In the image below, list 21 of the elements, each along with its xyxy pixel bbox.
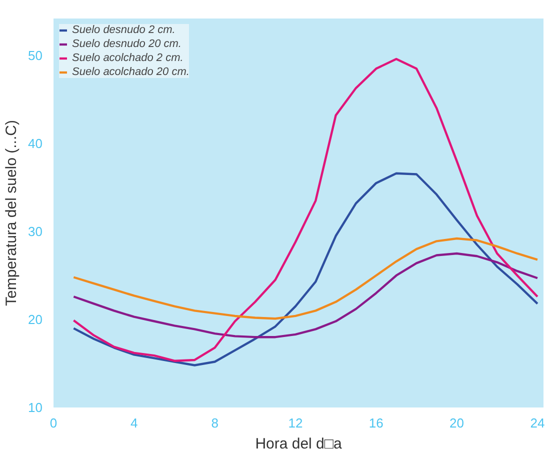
x-axis-title: Hora del d□a: [255, 436, 342, 452]
x-tick-label: 24: [530, 416, 545, 430]
legend-label: Suelo acolchado 20 cm.: [72, 66, 190, 78]
line-series: [72, 252, 539, 338]
y-tick-label: 10: [28, 400, 43, 415]
line-series: [72, 237, 539, 320]
legend-label: Suelo acolchado 2 cm.: [72, 52, 184, 64]
legend-label: Suelo desnudo 2 cm.: [72, 24, 176, 36]
y-tick-label: 20: [28, 312, 43, 327]
y-axis-title: Temperatura del suelo (...C): [3, 120, 20, 306]
y-tick-label: 40: [28, 136, 43, 151]
x-tick-label: 4: [130, 416, 138, 430]
x-tick-label: 0: [50, 416, 58, 430]
x-tick-label: 8: [211, 416, 218, 430]
x-tick-label: 20: [450, 416, 464, 430]
x-tick-label: 16: [368, 416, 384, 430]
y-tick-label: 50: [28, 48, 43, 63]
legend-label: Suelo desnudo 20 cm.: [72, 38, 182, 50]
x-tick-label: 12: [288, 416, 303, 430]
y-tick-label: 30: [28, 224, 43, 239]
line-series: [72, 172, 539, 366]
